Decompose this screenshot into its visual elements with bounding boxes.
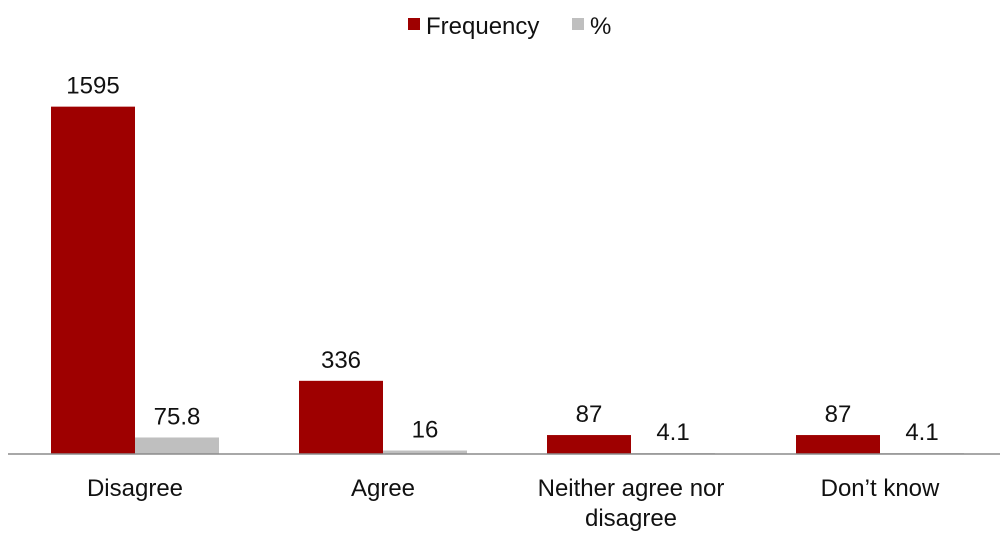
- bar-disagree-pct: [135, 437, 219, 454]
- data-label-neither-agree-nor-disagree-pct: 4.1: [656, 419, 689, 446]
- data-label-disagree-frequency: 1595: [66, 73, 119, 100]
- data-label-agree-frequency: 336: [321, 347, 361, 374]
- bar-agree-frequency: [299, 380, 383, 454]
- bar-agree-pct: [383, 450, 467, 454]
- x-tick-label-agree: Agree: [351, 475, 415, 502]
- data-label-neither-agree-nor-disagree-frequency: 87: [576, 401, 603, 428]
- legend-label-frequency: Frequency: [426, 13, 539, 40]
- legend-swatch-pct: [572, 18, 584, 30]
- chart-bars: [51, 106, 964, 455]
- legend-swatch-frequency: [408, 18, 420, 30]
- bar-neither-agree-nor-disagree-frequency: [547, 435, 631, 454]
- data-labels: 1595 75.8 336 16 87 4.1 87 4.1: [66, 73, 938, 446]
- bar-don-t-know-frequency: [796, 435, 880, 454]
- bar-disagree-frequency: [51, 106, 135, 455]
- chart-legend: Frequency%: [408, 13, 611, 40]
- data-label-don-t-know-frequency: 87: [825, 401, 852, 428]
- x-tick-label-neither-agree-nor-disagree: Neither agree nor disagree: [538, 475, 725, 532]
- data-label-disagree-pct: 75.8: [154, 403, 201, 430]
- x-tick-label-disagree: Disagree: [87, 475, 183, 502]
- x-tick-labels: Disagree Agree Neither agree nor disagree Do…: [87, 475, 940, 532]
- data-label-don-t-know-pct: 4.1: [905, 419, 938, 446]
- x-tick-label-don-t-know: Don’t know: [821, 475, 940, 502]
- legend-label-pct: %: [590, 13, 611, 40]
- data-label-agree-pct: 16: [412, 417, 439, 444]
